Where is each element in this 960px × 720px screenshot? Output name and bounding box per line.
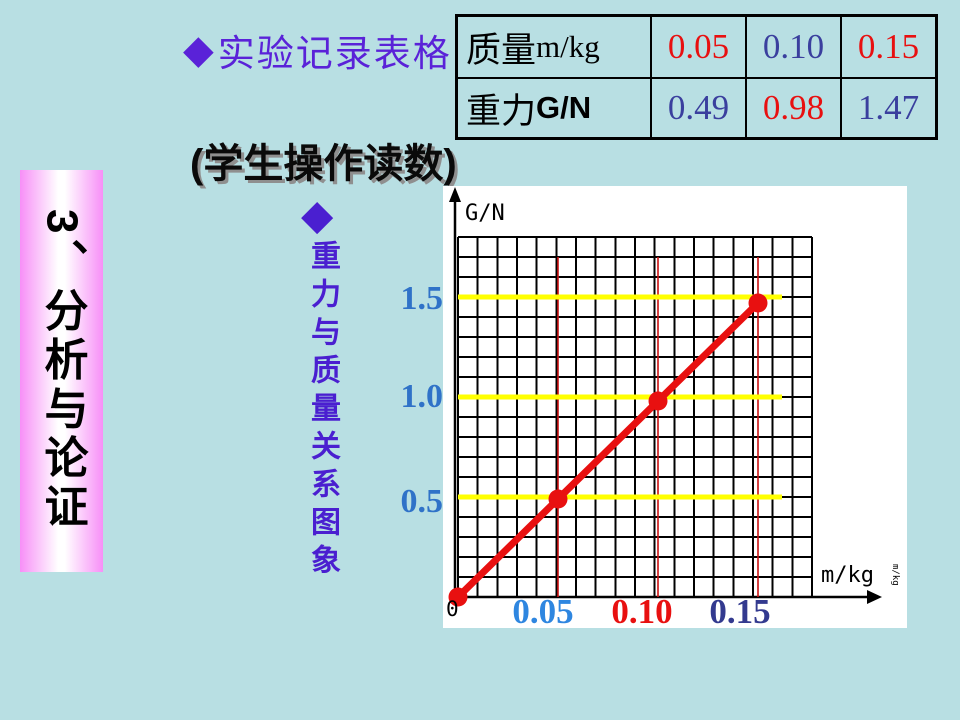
table-row-label: 质量 m/kg: [458, 17, 650, 77]
chart-panel: G/N m/kg m/kg 0 0.05 0.10 0.15: [443, 186, 907, 631]
gravity-label-cn: 重力: [466, 91, 537, 131]
page-title-text: 实验记录表格: [217, 34, 452, 75]
data-point: [448, 587, 468, 607]
y-tick-label: 0.5: [400, 483, 444, 520]
mass-label-cn: 质量: [466, 30, 537, 70]
x-tick-label: 0.10: [611, 592, 672, 628]
x-axis-title-artifact: m/kg: [890, 564, 900, 586]
page-title: ◆ 实验记录表格: [183, 24, 452, 76]
subtitle: (学生操作读数): [190, 142, 457, 186]
table-cell: 0.98: [745, 77, 840, 137]
y-tick-label: 1.0: [400, 378, 444, 415]
data-point: [648, 391, 668, 411]
x-axis-arrow-icon: [867, 590, 882, 604]
x-axis-title: m/kg: [821, 563, 874, 588]
chart-caption-vertical: 重力与质量关系图象: [306, 240, 339, 582]
chart-geometry: [448, 236, 813, 607]
x-tick-label: 0.05: [512, 592, 573, 628]
data-point: [748, 293, 768, 313]
section-banner: 3、分析与论证: [20, 170, 103, 572]
y-axis-arrow-icon: [449, 187, 461, 202]
table-cell: 1.47: [840, 77, 935, 137]
diamond-bullet-icon: ◆: [301, 193, 334, 239]
table-cell: 0.05: [650, 17, 745, 77]
gravity-label-unit: G/N: [536, 90, 592, 125]
data-point: [548, 489, 568, 509]
grid: [457, 236, 813, 598]
table-cell: 0.10: [745, 17, 840, 77]
y-axis-title: G/N: [465, 201, 505, 226]
data-line: [454, 299, 762, 601]
origin-label: 0: [446, 597, 459, 621]
table-row-label: 重力 G/N: [458, 77, 650, 137]
y-tick-label: 1.5: [400, 280, 444, 317]
table-cell: 0.15: [840, 17, 935, 77]
x-tick-label: 0.15: [709, 592, 770, 628]
chart-svg: G/N m/kg m/kg 0 0.05 0.10 0.15: [446, 187, 900, 631]
section-banner-text: 3、分析与论证: [37, 209, 87, 533]
table-cell: 0.49: [650, 77, 745, 137]
mass-label-unit: m/kg: [536, 29, 600, 64]
diamond-bullet-icon: ◆: [183, 27, 214, 72]
experiment-data-table: 质量 m/kg 0.05 0.10 0.15 重力 G/N 0.49 0.98 1.…: [455, 14, 938, 140]
